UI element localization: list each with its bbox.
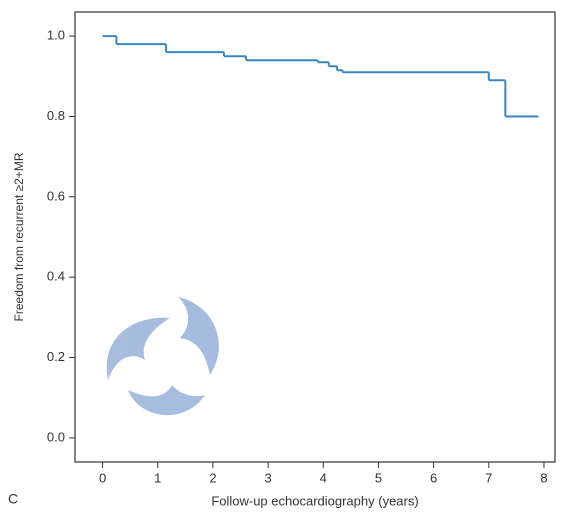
y-tick-label: 0.0 bbox=[47, 429, 65, 444]
x-tick-label: 7 bbox=[485, 470, 492, 485]
x-axis-label: Follow-up echocardiography (years) bbox=[211, 493, 418, 508]
watermark-logo bbox=[106, 297, 219, 416]
x-tick-label: 2 bbox=[209, 470, 216, 485]
x-tick-label: 0 bbox=[99, 470, 106, 485]
y-tick-label: 0.2 bbox=[47, 349, 65, 364]
x-tick-label: 8 bbox=[540, 470, 547, 485]
y-tick-label: 1.0 bbox=[47, 28, 65, 43]
x-tick-label: 4 bbox=[320, 470, 327, 485]
y-axis-label: Freedom from recurrent ≥2+MR bbox=[12, 152, 26, 321]
y-tick-label: 0.6 bbox=[47, 188, 65, 203]
x-tick-label: 5 bbox=[375, 470, 382, 485]
x-tick-label: 3 bbox=[264, 470, 271, 485]
panel-label: C bbox=[8, 491, 18, 507]
x-tick-label: 1 bbox=[154, 470, 161, 485]
y-tick-label: 0.4 bbox=[47, 269, 65, 284]
plot-frame bbox=[74, 11, 556, 463]
y-tick-label: 0.8 bbox=[47, 108, 65, 123]
x-tick-label: 6 bbox=[430, 470, 437, 485]
